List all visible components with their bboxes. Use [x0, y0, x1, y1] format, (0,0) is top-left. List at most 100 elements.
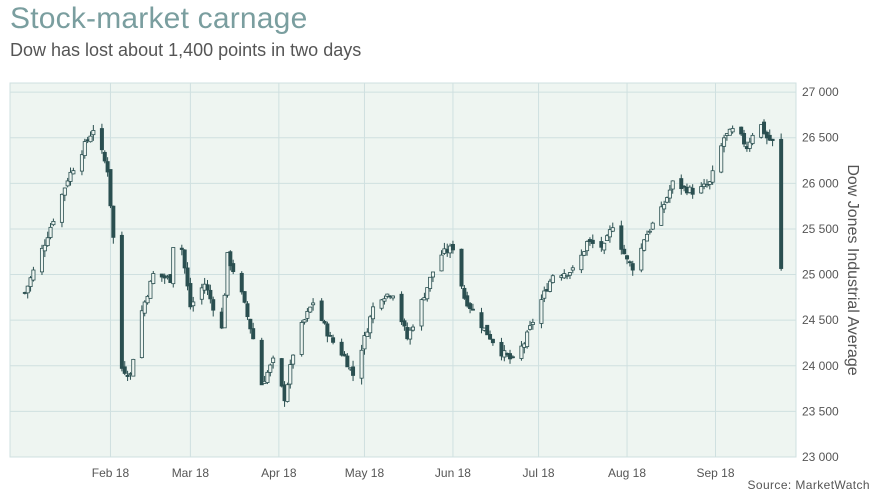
- candle-body: [72, 171, 75, 174]
- candle-body: [623, 249, 626, 254]
- candle-body: [400, 294, 403, 321]
- y-tick-label: 23 000: [802, 450, 839, 464]
- y-tick-label: 24 500: [802, 313, 839, 327]
- candle-body: [212, 300, 215, 311]
- candle-body: [488, 334, 491, 339]
- candle-body: [192, 302, 195, 306]
- candle-body: [731, 128, 734, 131]
- candle-body: [648, 231, 651, 232]
- candle-body: [152, 274, 155, 284]
- candle-body: [272, 358, 275, 363]
- candle-body: [100, 129, 103, 150]
- candle-body: [668, 190, 671, 198]
- candle-body: [232, 264, 235, 272]
- candle-body: [651, 223, 654, 229]
- x-tick-label: Jun 18: [435, 466, 471, 480]
- candle-body: [468, 304, 471, 309]
- candle-body: [691, 188, 694, 194]
- candle-body: [206, 285, 209, 290]
- candle-body: [363, 336, 366, 349]
- candle-body: [329, 335, 332, 336]
- y-axis-label: Dow Jones Industrial Average: [844, 164, 861, 375]
- candle-body: [40, 248, 43, 271]
- candle-body: [409, 330, 412, 339]
- candle-body: [700, 187, 703, 193]
- chart-subtitle: Dow has lost about 1,400 points in two d…: [10, 40, 361, 61]
- candle-body: [243, 292, 246, 303]
- candle-body: [346, 356, 349, 367]
- candle-body: [43, 245, 46, 251]
- x-tick-label: Mar 18: [172, 466, 210, 480]
- candle-body: [209, 290, 212, 299]
- candle-body: [80, 155, 83, 171]
- candle-body: [611, 228, 614, 232]
- candle-body: [583, 252, 586, 256]
- candle-body: [431, 272, 434, 277]
- candle-body: [625, 256, 628, 259]
- candle-body: [32, 270, 35, 280]
- candle-body: [762, 122, 765, 133]
- candle-body: [486, 325, 489, 334]
- candle-body: [580, 255, 583, 269]
- candle-body: [312, 303, 315, 305]
- candle-body: [526, 332, 529, 347]
- candle-body: [49, 227, 52, 237]
- candle-body: [520, 346, 523, 358]
- candle-body: [671, 181, 674, 189]
- candle-body: [260, 340, 263, 385]
- candle-body: [360, 350, 363, 378]
- candle-body: [320, 301, 323, 321]
- candle-body: [143, 302, 146, 313]
- candle-body: [280, 359, 283, 387]
- candle-body: [303, 320, 306, 322]
- candle-body: [223, 295, 226, 328]
- candle-body: [92, 130, 95, 134]
- candle-body: [742, 133, 745, 144]
- candle-body: [323, 321, 326, 323]
- candle-body: [126, 375, 129, 376]
- y-tick-label: 23 500: [802, 404, 839, 418]
- candle-body: [103, 152, 106, 161]
- candle-body: [340, 342, 343, 355]
- y-tick-label: 24 000: [802, 359, 839, 373]
- candle-body: [491, 339, 494, 342]
- y-tick-label: 27 000: [802, 85, 839, 99]
- source-note: Source: MarketWatch: [747, 478, 870, 492]
- y-axis-ticks: 23 000 23 500 24 000 24 500 25 000 25 500 26 0…: [802, 85, 839, 464]
- candle-body: [480, 313, 483, 328]
- candle-body: [603, 243, 606, 250]
- candle-body: [266, 372, 269, 382]
- candle-body: [26, 286, 29, 293]
- candle-body: [60, 194, 63, 222]
- candle-body: [269, 365, 272, 372]
- candle-body: [89, 136, 92, 142]
- candle-body: [391, 296, 394, 298]
- candle-body: [511, 357, 514, 358]
- candle-body: [120, 235, 123, 368]
- candle-body: [252, 329, 255, 339]
- candle-body: [640, 248, 643, 270]
- candle-body: [780, 139, 783, 268]
- y-tick-label: 25 000: [802, 268, 839, 282]
- candle-body: [351, 367, 354, 376]
- candle-body: [711, 171, 714, 182]
- candle-body: [240, 273, 243, 292]
- candle-body: [249, 319, 252, 329]
- candle-body: [771, 139, 774, 140]
- candle-body: [286, 385, 289, 402]
- candle-body: [429, 277, 432, 288]
- candle-body: [326, 324, 329, 336]
- candle-body: [331, 338, 334, 343]
- x-tick-label: Aug 18: [608, 466, 646, 480]
- candle-body: [52, 221, 55, 224]
- y-tick-label: 26 000: [802, 176, 839, 190]
- candle-body: [460, 249, 463, 286]
- candle-body: [568, 273, 571, 276]
- candle-body: [289, 365, 292, 384]
- candle-body: [471, 309, 474, 310]
- candle-body: [180, 248, 183, 249]
- candle-body: [63, 188, 66, 195]
- candle-body: [411, 327, 414, 330]
- candle-body: [620, 226, 623, 250]
